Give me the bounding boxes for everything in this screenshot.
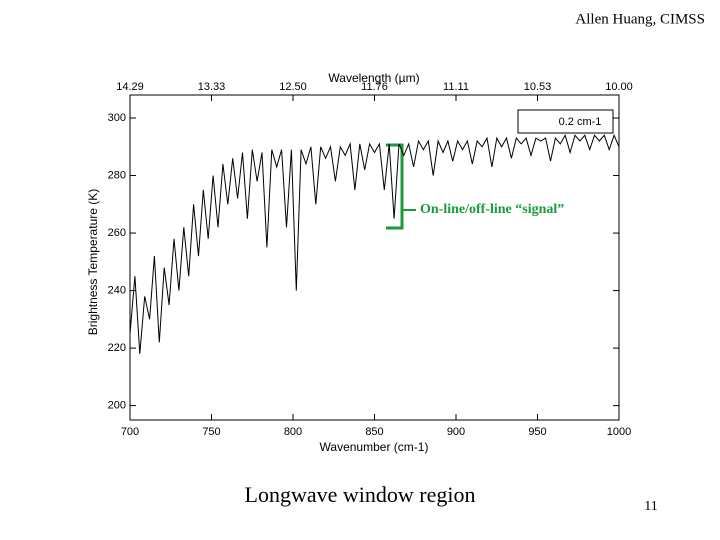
x2-tick-label: 11.76 xyxy=(361,81,388,93)
y-axis-title: Brightness Temperature (K) xyxy=(86,189,100,336)
x-tick-label: 750 xyxy=(202,426,220,438)
slide-title: Longwave window region xyxy=(245,482,476,507)
resolution-label: 0.2 cm-1 xyxy=(559,116,602,128)
x2-tick-label: 13.33 xyxy=(198,81,226,93)
plot-frame xyxy=(129,94,620,421)
x-tick-label: 850 xyxy=(365,426,383,438)
y-tick-label: 260 xyxy=(108,227,126,239)
x2-tick-label: 10.00 xyxy=(605,81,633,93)
x2-tick-label: 12.50 xyxy=(279,81,307,93)
x2-tick-label: 14.29 xyxy=(116,81,144,93)
x2-tick-label: 10.53 xyxy=(524,81,552,93)
y-tick-label: 240 xyxy=(108,284,126,296)
spectrum-line xyxy=(129,133,620,354)
page-number: 11 xyxy=(644,499,657,514)
x-tick-label: 700 xyxy=(121,426,139,438)
y-tick-label: 200 xyxy=(108,400,126,412)
signal-bracket xyxy=(386,143,416,230)
bracket xyxy=(386,143,404,230)
x2-axis-title: Wavelength (µm) xyxy=(328,71,419,85)
resolution-box xyxy=(517,109,614,134)
x-tick-label: 950 xyxy=(528,426,546,438)
y-tick-label: 220 xyxy=(108,342,126,354)
x-tick-label: 1000 xyxy=(607,426,631,438)
x2-tick-label: 11.11 xyxy=(443,81,469,93)
x-tick-label: 900 xyxy=(447,426,465,438)
y-tick-label: 300 xyxy=(108,112,126,124)
y-tick-label: 280 xyxy=(108,169,126,181)
x-tick-label: 800 xyxy=(284,426,302,438)
x-axis-title: Wavenumber (cm-1) xyxy=(320,440,429,454)
signal-label: On-line/off-line “signal” xyxy=(420,202,564,217)
credit: Allen Huang, CIMSS xyxy=(575,11,705,27)
